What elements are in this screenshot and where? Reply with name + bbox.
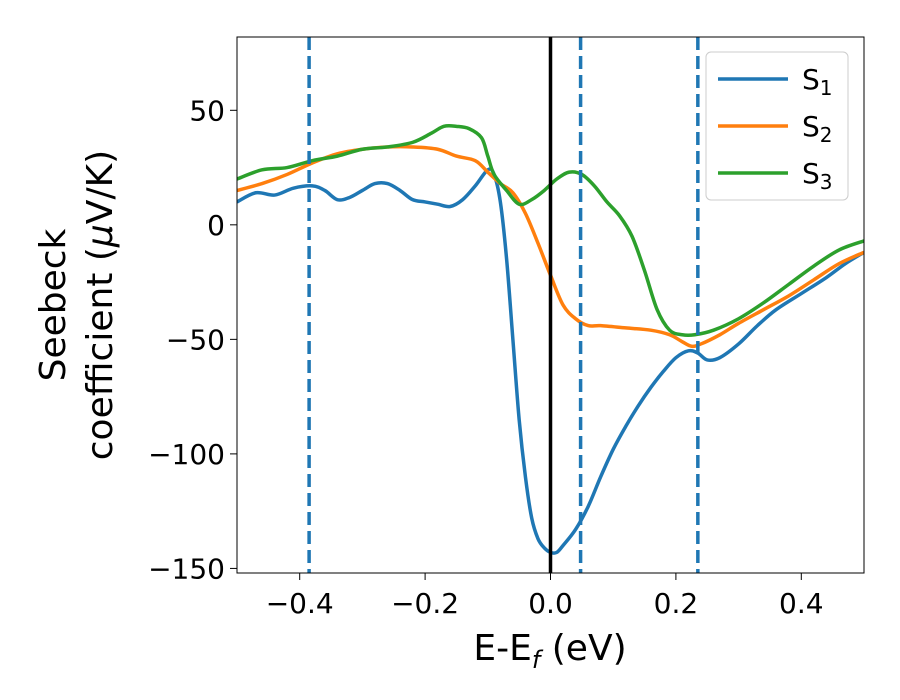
y-tick-label: −100 — [148, 438, 225, 471]
x-tick-label: −0.2 — [391, 587, 459, 620]
y-tick-label: 0 — [207, 209, 225, 242]
y-tick-label: −50 — [166, 323, 225, 356]
legend: S1 S2 S3 — [705, 51, 849, 201]
x-tick-label: 0.2 — [654, 587, 699, 620]
y-axis-label: Seebeck coefficient (μV/K) — [33, 150, 121, 460]
x-tick-label: 0.0 — [528, 587, 573, 620]
y-axis-label-line1: Seebeck — [33, 228, 74, 381]
legend-label-s2: S2 — [802, 110, 833, 147]
legend-label-s1: S1 — [802, 63, 833, 100]
y-axis: 50 0 −50 −100 −150 — [148, 94, 237, 585]
x-axis: −0.4 −0.2 0.0 0.2 0.4 — [266, 573, 824, 620]
x-tick-label: −0.4 — [266, 587, 334, 620]
x-tick-label: 0.4 — [779, 587, 824, 620]
x-axis-label: E-Ef (eV) — [473, 628, 626, 674]
series-line-s1 — [237, 167, 864, 555]
y-axis-label-line2: coefficient (μV/K) — [80, 150, 121, 460]
y-tick-label: −150 — [148, 552, 225, 585]
y-tick-label: 50 — [189, 94, 225, 127]
legend-label-s3: S3 — [802, 157, 833, 194]
